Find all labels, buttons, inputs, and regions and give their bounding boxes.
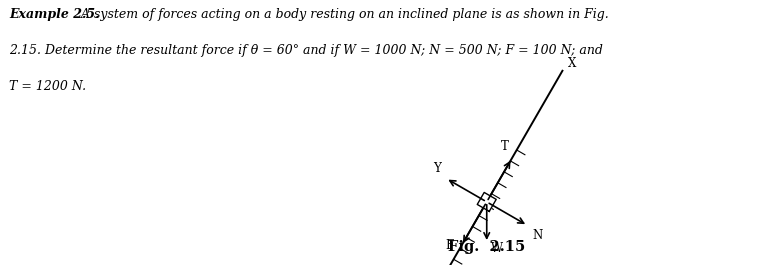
Text: F: F bbox=[445, 239, 454, 252]
Text: W: W bbox=[491, 242, 503, 255]
Text: Y: Y bbox=[433, 162, 441, 175]
Text: 2.15. Determine the resultant force if θ = 60° and if W = 1000 N; N = 500 N; F =: 2.15. Determine the resultant force if θ… bbox=[9, 44, 603, 57]
Text: T = 1200 N.: T = 1200 N. bbox=[9, 80, 86, 92]
Text: X: X bbox=[567, 56, 576, 69]
Text: N: N bbox=[533, 229, 543, 242]
Text: A system of forces acting on a body resting on an inclined plane is as shown in : A system of forces acting on a body rest… bbox=[77, 8, 609, 21]
Text: Fig.  2.15: Fig. 2.15 bbox=[448, 240, 525, 254]
Polygon shape bbox=[477, 192, 496, 211]
Text: T: T bbox=[501, 140, 509, 153]
Text: Example 2.5.: Example 2.5. bbox=[9, 8, 100, 21]
